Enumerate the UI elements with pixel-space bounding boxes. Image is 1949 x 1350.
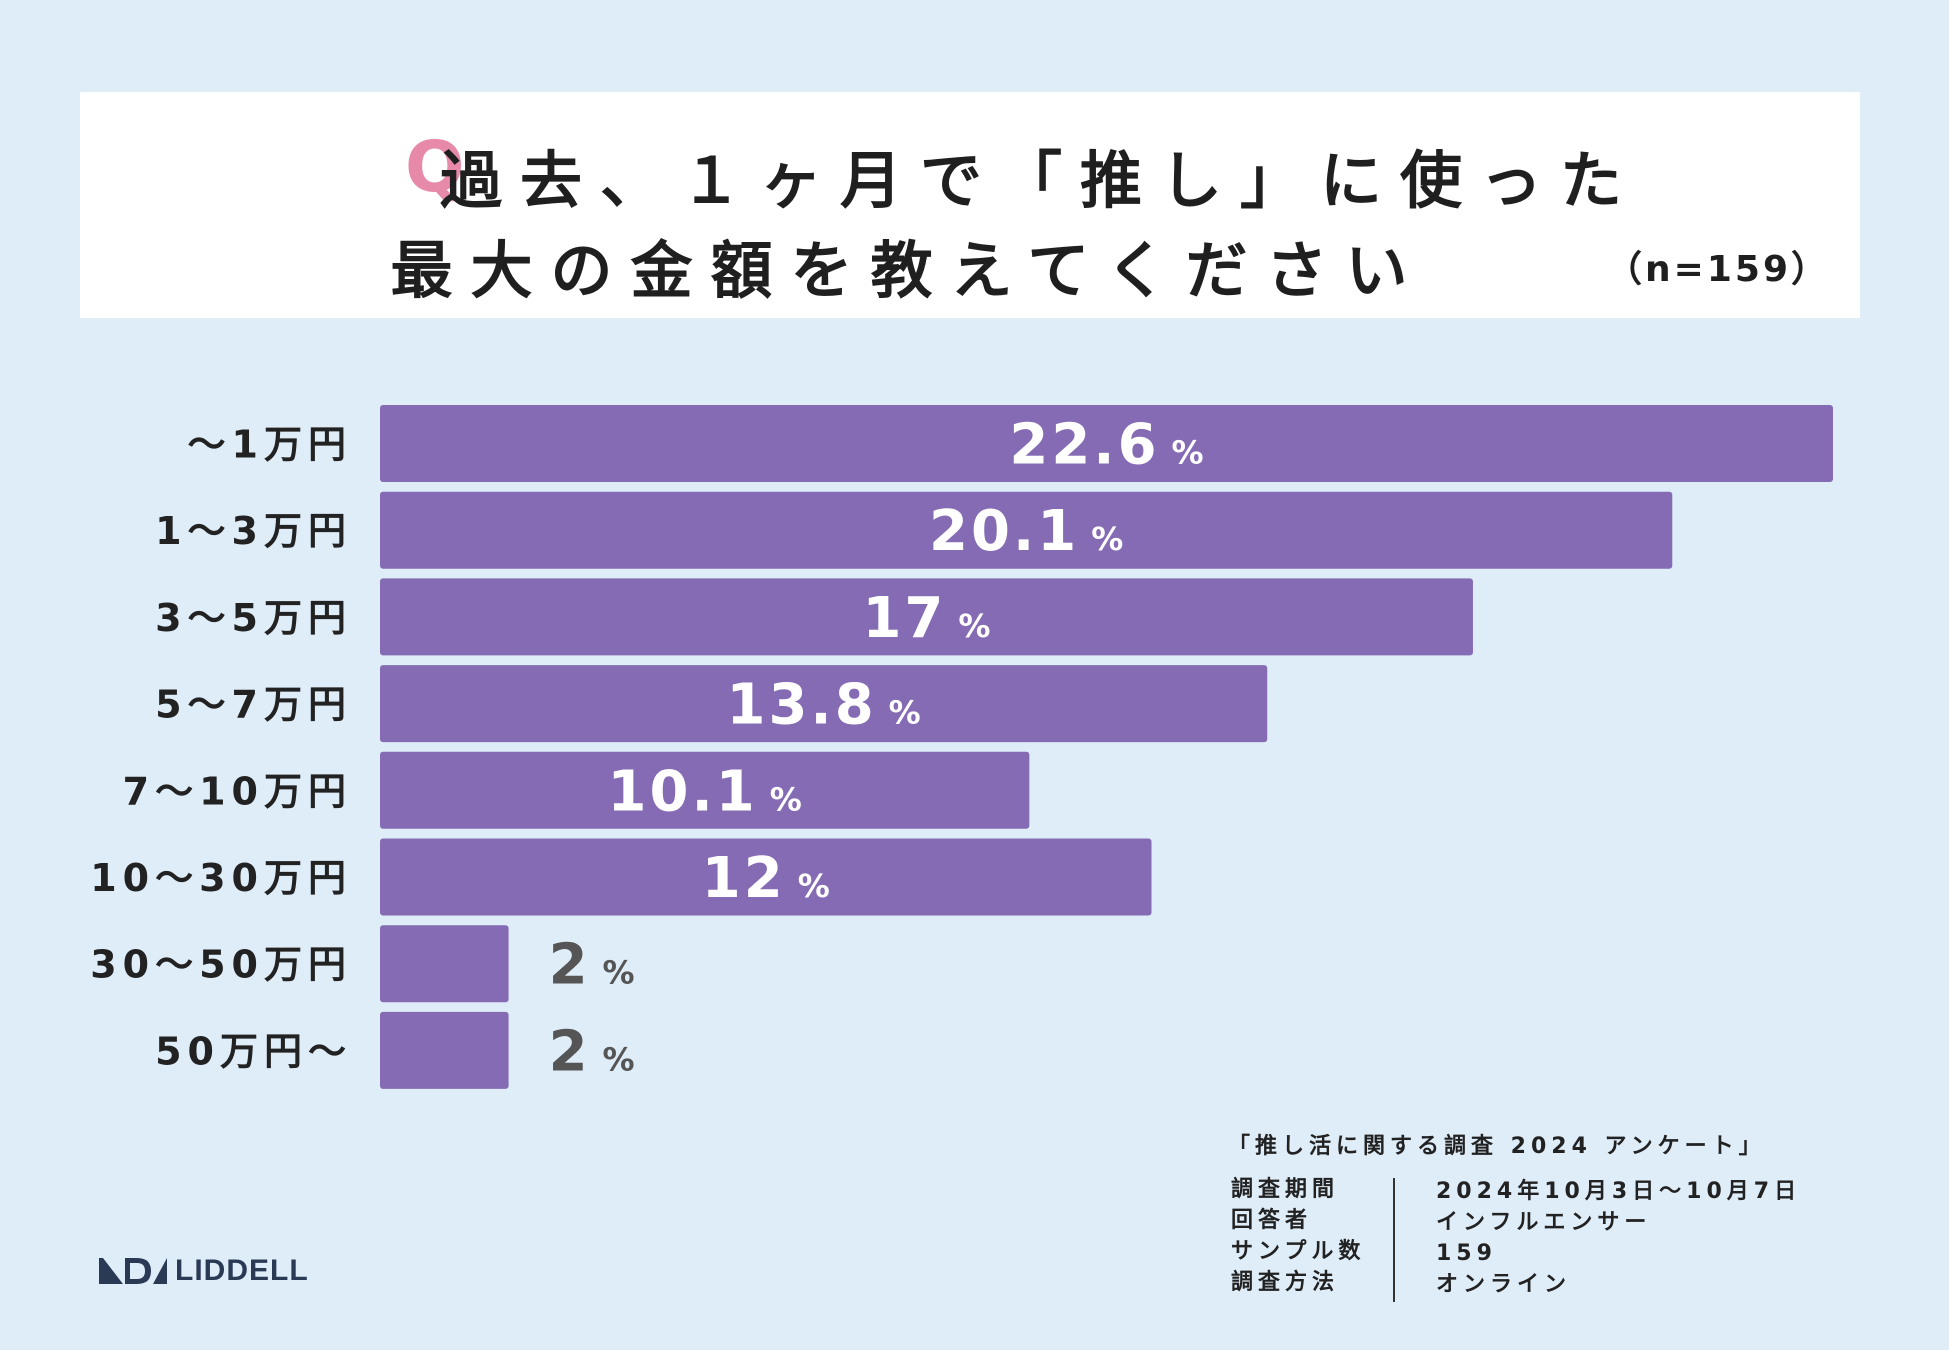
survey-value-method: オンライン	[1436, 1272, 1572, 1297]
question-title-line-2: 最大の金額を教えてください	[390, 234, 1426, 307]
liddell-logo-mark-icon	[99, 1258, 167, 1284]
survey-value-respondents: インフルエンサー	[1436, 1210, 1652, 1235]
bar	[380, 491, 1673, 569]
category-label: 50万円～	[155, 1029, 352, 1073]
bar	[380, 925, 509, 1003]
survey-key-method: 調査方法	[1231, 1270, 1340, 1295]
bar	[380, 405, 1833, 482]
data-label: 2%	[549, 933, 635, 998]
data-label: 13.8%	[726, 673, 920, 738]
survey-details: 調査期間 回答者 サンプル数 調査方法 2024年10月3日～10月7日 インフ…	[1228, 1174, 1828, 1302]
bar	[380, 665, 1268, 743]
category-label: ～1万円	[188, 423, 352, 467]
sample-size: （n=159）	[1606, 249, 1830, 290]
survey-value-sample-size: 159	[1436, 1241, 1497, 1266]
bar	[380, 838, 1152, 916]
bar	[380, 1011, 509, 1089]
logo-text: LIDDELL	[175, 1254, 309, 1287]
category-label: 30～50万円	[90, 943, 352, 987]
category-label: 10～30万円	[90, 856, 352, 900]
category-label: 7～10万円	[123, 769, 352, 813]
data-label: 20.1%	[929, 499, 1123, 564]
data-label: 17%	[862, 586, 990, 651]
bar	[380, 578, 1473, 656]
company-logo: LIDDELL	[97, 1254, 309, 1288]
survey-title: 「推し活に関する調査 2024 アンケート」	[1228, 1134, 1766, 1159]
survey-info: 「推し活に関する調査 2024 アンケート」 調査期間 回答者 サンプル数 調査…	[1228, 1128, 1828, 1302]
survey-detail-keys: 調査期間 回答者 サンプル数 調査方法	[1231, 1174, 1365, 1298]
data-label: 10.1%	[608, 759, 802, 824]
data-label: 22.6%	[1009, 413, 1203, 478]
data-label: 2%	[549, 1019, 635, 1084]
survey-value-period: 2024年10月3日～10月7日	[1436, 1179, 1802, 1204]
question-title-line-1: 過去、１ヶ月で「推し」に使った	[439, 144, 1640, 217]
survey-divider	[1393, 1178, 1395, 1302]
category-label: 3～5万円	[155, 596, 352, 640]
survey-key-respondents: 回答者	[1231, 1208, 1313, 1233]
question-mark: Q	[405, 126, 465, 208]
survey-key-period: 調査期間	[1231, 1177, 1340, 1202]
data-label: 12%	[702, 846, 830, 911]
survey-detail-values: 2024年10月3日～10月7日 インフルエンサー 159 オンライン	[1436, 1176, 1801, 1300]
category-label: 1～3万円	[155, 509, 352, 553]
bar	[380, 751, 1030, 829]
survey-key-sample-size: サンプル数	[1231, 1239, 1366, 1264]
title-panel: Q 過去、１ヶ月で「推し」に使った 最大の金額を教えてください （n=159）	[80, 92, 1860, 318]
category-label: 5～7万円	[155, 683, 352, 727]
